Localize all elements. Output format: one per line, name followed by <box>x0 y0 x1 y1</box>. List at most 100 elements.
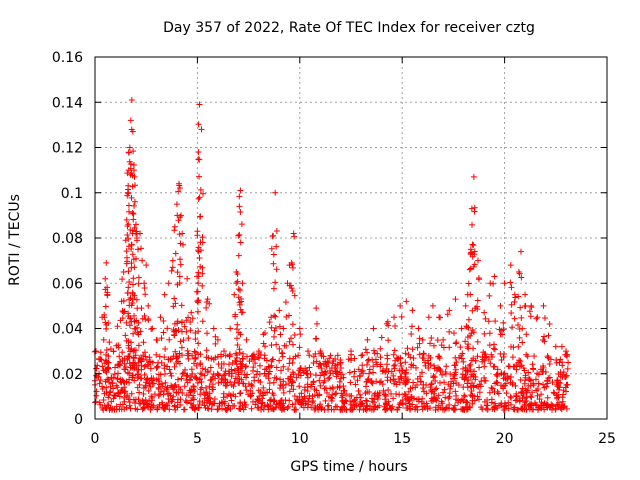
data-point <box>446 401 453 408</box>
data-point <box>465 368 472 375</box>
data-point <box>486 389 493 396</box>
data-point <box>131 292 138 299</box>
data-point <box>185 350 192 357</box>
data-point <box>509 324 516 331</box>
data-point <box>270 398 277 405</box>
data-point <box>366 388 373 395</box>
data-point <box>136 355 143 362</box>
data-point <box>272 404 279 411</box>
data-point <box>237 208 244 215</box>
data-point <box>128 260 135 267</box>
data-point <box>265 371 272 378</box>
data-point <box>490 341 497 348</box>
data-point <box>228 381 235 388</box>
data-point <box>125 353 132 360</box>
data-point <box>462 338 469 345</box>
data-point <box>275 403 282 410</box>
data-point <box>327 352 334 359</box>
data-point <box>158 399 165 406</box>
data-point <box>545 375 552 382</box>
data-point <box>197 370 204 377</box>
data-point <box>553 356 560 363</box>
data-point <box>130 148 137 155</box>
data-point <box>170 393 177 400</box>
data-point <box>316 377 323 384</box>
data-point <box>131 264 138 271</box>
data-point <box>415 325 422 332</box>
data-point <box>500 326 507 333</box>
data-point <box>208 355 215 362</box>
data-point <box>333 373 340 380</box>
data-point <box>530 406 537 413</box>
data-point <box>269 390 276 397</box>
data-point <box>405 388 412 395</box>
scatter-points <box>91 96 572 413</box>
data-point <box>113 403 120 410</box>
data-point <box>474 338 481 345</box>
data-point <box>563 405 570 412</box>
data-point <box>164 390 171 397</box>
data-point <box>162 379 169 386</box>
data-point <box>110 395 117 402</box>
data-point <box>453 359 460 366</box>
data-point <box>233 280 240 287</box>
data-point <box>114 370 121 377</box>
data-point <box>351 397 358 404</box>
data-point <box>193 362 200 369</box>
data-point <box>390 372 397 379</box>
data-point <box>435 402 442 409</box>
data-point <box>379 368 386 375</box>
y-tick-label: 0.08 <box>52 231 83 247</box>
data-point <box>410 379 417 386</box>
data-point <box>326 374 333 381</box>
data-point <box>195 149 202 156</box>
data-point <box>130 167 137 174</box>
data-point <box>370 325 377 332</box>
data-point <box>486 292 493 299</box>
data-point <box>463 398 470 405</box>
data-point <box>440 336 447 343</box>
data-point <box>475 276 482 283</box>
data-point <box>176 280 183 287</box>
data-point <box>128 339 135 346</box>
data-point <box>334 352 341 359</box>
data-point <box>333 390 340 397</box>
data-point <box>210 325 217 332</box>
data-point <box>521 395 528 402</box>
data-point <box>260 331 267 338</box>
data-point <box>208 376 215 383</box>
data-point <box>168 372 175 379</box>
data-point <box>288 335 295 342</box>
data-point <box>127 226 134 233</box>
data-point <box>393 381 400 388</box>
data-point <box>232 393 239 400</box>
data-point <box>538 391 545 398</box>
data-point <box>119 349 126 356</box>
data-point <box>196 398 203 405</box>
data-point <box>431 362 438 369</box>
data-point <box>153 351 160 358</box>
data-point <box>113 342 120 349</box>
data-point <box>268 314 275 321</box>
data-point <box>441 379 448 386</box>
data-point <box>95 373 102 380</box>
data-point <box>119 315 126 322</box>
data-point <box>456 354 463 361</box>
data-point <box>470 373 477 380</box>
data-point <box>199 282 206 289</box>
data-point <box>305 395 312 402</box>
data-point <box>93 348 100 355</box>
data-point <box>239 280 246 287</box>
data-point <box>192 355 199 362</box>
data-point <box>540 381 547 388</box>
data-point <box>430 342 437 349</box>
data-point <box>352 381 359 388</box>
data-point <box>282 299 289 306</box>
data-point <box>529 361 536 368</box>
data-point <box>291 233 298 240</box>
data-point <box>312 372 319 379</box>
data-point <box>322 385 329 392</box>
data-point <box>527 313 534 320</box>
data-point <box>105 320 112 327</box>
data-point <box>271 312 278 319</box>
